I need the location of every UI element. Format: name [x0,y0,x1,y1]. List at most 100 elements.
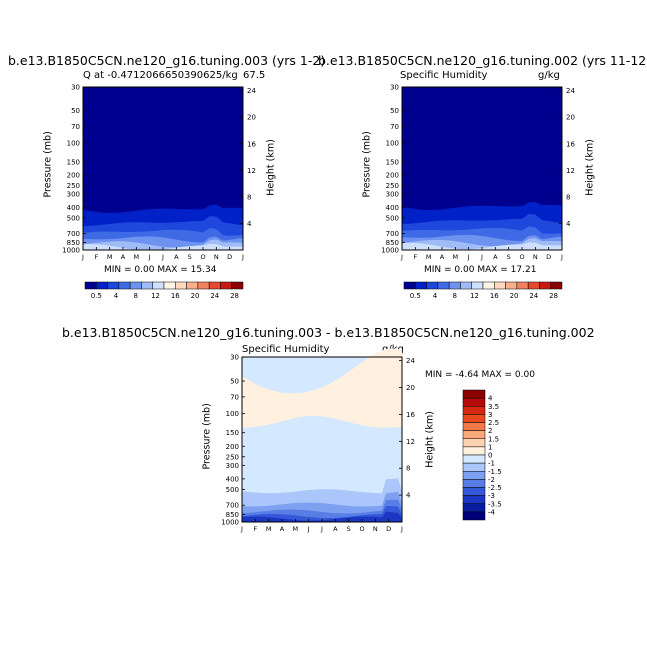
chart-1-y-tick-label: 50 [71,107,80,115]
chart-1-y-tick-label: 700 [67,230,80,238]
chart-2-colorbar-label: 0.5 [410,292,421,300]
chart-1-subtitle-right: 67.5 [243,70,266,81]
chart-2-x-tick-label: N [533,253,538,261]
chart-3-x-tick-label: N [373,525,378,533]
chart-3-colorbar-label: 1.5 [488,435,499,443]
chart-1-x-tick-label: N [214,253,219,261]
chart-2-y-tick-label: 1000 [381,247,399,255]
chart-1-x-tick-label: J [241,253,244,261]
chart-1-y-tick-label: 850 [67,239,80,247]
chart-2-colorbar-cell [426,281,439,290]
chart-2-x-tick-label: A [440,253,445,261]
chart-2-y-tick-label: 300 [386,191,399,199]
chart-2-height-tick-label: 4 [566,220,571,228]
chart-3-colorbar-cell [462,511,486,521]
chart-2-colorbar-label: 24 [529,292,538,300]
chart-3-y-tick-label: 250 [226,453,239,461]
chart-2-x-tick-label: D [546,253,551,261]
chart-2-colorbar-cell [527,281,540,290]
chart-3-y-tick-label: 700 [226,502,239,510]
chart-2-y-tick-label: 70 [390,123,399,131]
chart-2-height-tick-label: 24 [566,87,575,95]
chart-1-colorbar-label: 8 [134,292,138,300]
chart-2-y-tick-label: 250 [386,182,399,190]
chart-2-colorbar-label: 8 [453,292,457,300]
chart-1-y-tick-label: 200 [67,172,80,180]
chart-3-y-tick-label: 400 [226,475,239,483]
chart-1-x-tick-label: S [188,253,192,261]
chart-3-colorbar-cell [462,397,486,407]
chart-2-y-tick-label: 30 [390,84,399,92]
chart-3-colorbar-label: 1 [488,443,492,451]
chart-3-colorbar-label: 4 [488,395,493,403]
chart-1-subtitle-left: Q at -0.4712066650390625/kg [83,70,238,81]
chart-1-y-tick-label: 300 [67,191,80,199]
chart-2-title: b.e13.B1850C5CN.ne120_g16.tuning.002 (yr… [318,53,647,68]
chart-1-colorbar-cell [220,281,232,290]
chart-2-y-tick-label: 150 [386,158,399,166]
chart-3-x-tick-label: M [293,525,299,533]
chart-1-y-tick-label: 100 [67,139,80,147]
chart-1-height-tick-label: 4 [247,220,252,228]
chart-2-y-tick-label: 50 [390,107,399,115]
chart-3-positive-region [242,348,402,428]
chart-2-x-tick-label: J [480,253,483,261]
chart-2-height-tick-label: 8 [566,193,570,201]
chart-3-colorbar-cell [462,430,486,439]
chart-3-x-tick-label: J [240,525,243,533]
chart-3-x-tick-label: M [266,525,272,533]
chart-1-x-tick-label: J [161,253,164,261]
chart-3-colorbar-cell [462,422,486,431]
chart-1-colorbar-cell [129,281,142,290]
chart-1-y-tick-label: 250 [67,182,80,190]
chart-1-colorbar-cell [152,281,165,290]
chart-3-colorbar-label: -3 [488,492,495,500]
chart-1-colorbar-label: 28 [230,292,239,300]
chart-1-height-tick-label: 16 [247,140,256,148]
chart-2-y-tick-label: 700 [386,230,399,238]
chart-3-title: b.e13.B1850C5CN.ne120_g16.tuning.003 - b… [62,325,595,340]
chart-3-x-tick-label: J [400,525,403,533]
chart-3-y-tick-label: 500 [226,486,239,494]
chart-2-height-tick-label: 20 [566,114,575,122]
chart-2-height-tick-label: 16 [566,140,575,148]
chart-2-x-tick-label: S [507,253,511,261]
chart-3-colorbar-label: 0 [488,452,492,460]
chart-1-y-tick-label: 70 [71,123,80,131]
chart-1-height-tick-label: 12 [247,167,256,175]
chart-3-x-tick-label: J [307,525,310,533]
chart-2-colorbar-cell [403,281,416,290]
chart-3-min-max: MIN = -4.64 MAX = 0.00 [425,370,535,380]
chart-3-colorbar-label: 2.5 [488,419,499,427]
chart-2-y-tick-label: 850 [386,239,399,247]
chart-2-colorbar-cell [415,281,427,290]
chart-3-colorbar-cell [462,414,486,423]
chart-3-colorbar-cell [462,487,486,496]
chart-3-height-tick-label: 24 [406,357,415,365]
chart-1-colorbar-label: 4 [114,292,119,300]
chart-2-colorbar-label: 28 [549,292,558,300]
chart-2-colorbar-cell [550,281,563,290]
chart-2-colorbar-cell [505,281,518,290]
chart-1-height-tick-label: 24 [247,87,256,95]
chart-2-colorbar-label: 4 [433,292,438,300]
chart-1-colorbar-label: 12 [151,292,160,300]
chart-1-y-tick-label: 400 [67,204,80,212]
chart-3-height-tick-label: 16 [406,411,415,419]
chart-2-colorbar-cell [471,281,484,290]
chart-3-colorbar-cell [462,389,486,399]
chart-3-colorbar-cell [462,462,486,472]
chart-2-colorbar-cell [437,281,450,290]
chart-1-colorbar-cell [186,281,199,290]
chart-2-x-tick-label: J [400,253,403,261]
chart-3-colorbar-cell [462,479,486,488]
chart-1-y-tick-label: 1000 [62,247,80,255]
chart-1-colorbar-cell [197,281,210,290]
chart-1-x-tick-label: M [107,253,113,261]
chart-3-subtitle-left: Specific Humidity [242,344,330,355]
chart-2-x-tick-label: A [493,253,498,261]
chart-1-x-tick-label: M [134,253,140,261]
chart-1-y-tick-label: 500 [67,214,80,222]
chart-2-subtitle-right: g/kg [538,70,560,81]
